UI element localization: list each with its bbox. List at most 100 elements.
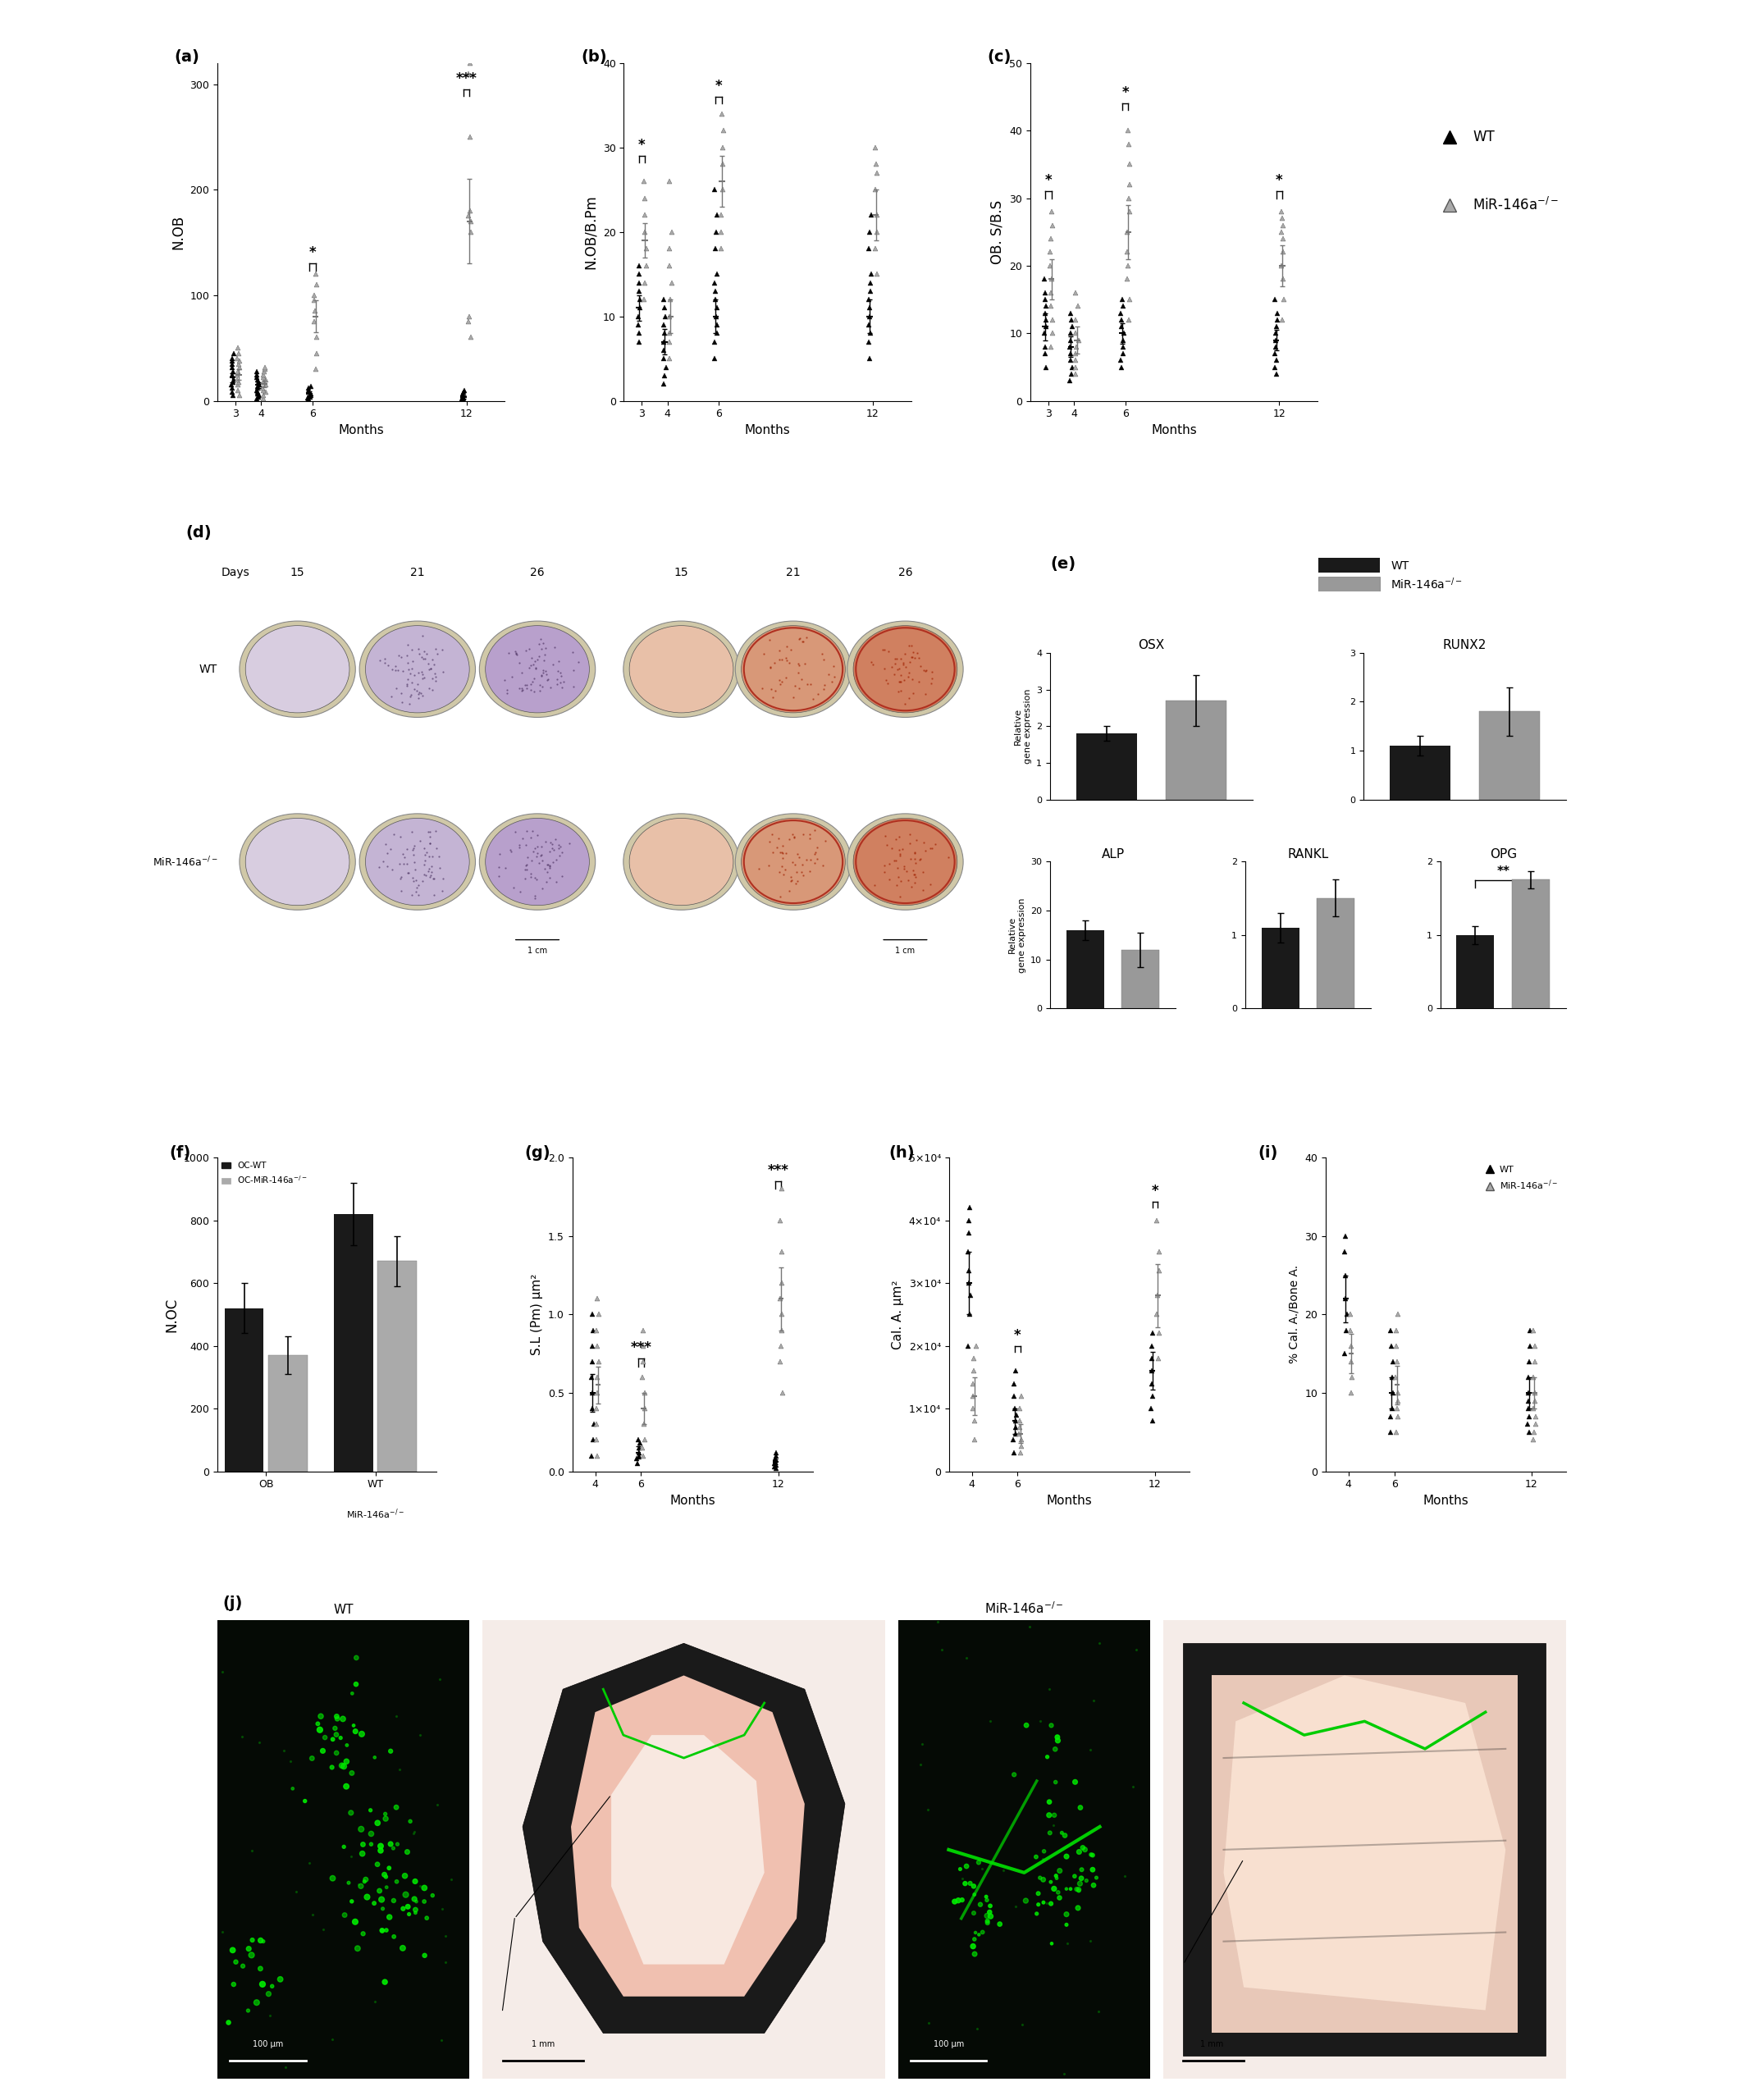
Polygon shape bbox=[611, 1735, 764, 1964]
Point bbox=[1190, 336, 1218, 370]
Point bbox=[560, 806, 588, 840]
Point bbox=[738, 970, 766, 1004]
Text: (a): (a) bbox=[174, 50, 200, 65]
Text: 15: 15 bbox=[291, 567, 304, 580]
X-axis label: Months: Months bbox=[1046, 1495, 1093, 1508]
X-axis label: Months: Months bbox=[1423, 1495, 1469, 1508]
Point bbox=[1284, 1325, 1312, 1359]
Bar bbox=[1077, 733, 1136, 800]
Ellipse shape bbox=[630, 819, 733, 905]
Ellipse shape bbox=[480, 622, 595, 718]
Point bbox=[1289, 470, 1317, 504]
Bar bbox=[224, 1308, 264, 1472]
Point bbox=[1590, 6, 1618, 40]
Text: MiR-146a$^{-/-}$: MiR-146a$^{-/-}$ bbox=[985, 1600, 1063, 1615]
Bar bbox=[1067, 930, 1105, 1008]
Text: ***: *** bbox=[456, 71, 477, 86]
X-axis label: Months: Months bbox=[745, 424, 790, 437]
Polygon shape bbox=[1211, 1676, 1517, 2033]
Y-axis label: S.L (Pm) μm²: S.L (Pm) μm² bbox=[531, 1275, 543, 1355]
Legend: OC-WT, OC-MiR-146a$^{-/-}$: OC-WT, OC-MiR-146a$^{-/-}$ bbox=[221, 1161, 308, 1186]
Ellipse shape bbox=[741, 626, 846, 712]
Ellipse shape bbox=[480, 813, 595, 909]
Point bbox=[826, 989, 854, 1023]
Point bbox=[1677, 19, 1705, 52]
Text: MiR-146a$^{-/-}$: MiR-146a$^{-/-}$ bbox=[346, 1508, 404, 1520]
Point bbox=[1730, 1371, 1740, 1405]
Y-axis label: OB. S/B.S: OB. S/B.S bbox=[990, 200, 1004, 265]
Bar bbox=[268, 1354, 308, 1472]
Ellipse shape bbox=[240, 813, 355, 909]
Point bbox=[1590, 206, 1618, 239]
Text: *: * bbox=[310, 246, 317, 260]
Ellipse shape bbox=[847, 813, 964, 909]
Polygon shape bbox=[571, 1676, 804, 1997]
Point bbox=[719, 830, 746, 863]
Y-axis label: Cal. A. μm²: Cal. A. μm² bbox=[893, 1279, 905, 1348]
Text: *: * bbox=[639, 139, 646, 153]
Point bbox=[1665, 38, 1693, 71]
Ellipse shape bbox=[736, 622, 851, 718]
Y-axis label: % Cal. A./Bone A.: % Cal. A./Bone A. bbox=[1289, 1264, 1300, 1363]
Point bbox=[1556, 210, 1583, 244]
Y-axis label: N.OB/B.Pm: N.OB/B.Pm bbox=[583, 195, 599, 269]
Bar bbox=[1122, 949, 1159, 1008]
Text: ***: *** bbox=[767, 1163, 788, 1178]
Point bbox=[720, 573, 748, 607]
Ellipse shape bbox=[847, 622, 964, 718]
Y-axis label: N.OC: N.OC bbox=[164, 1298, 179, 1331]
Point bbox=[1653, 512, 1681, 546]
Point bbox=[746, 582, 774, 615]
Text: MiR-146a$^{-/-}$: MiR-146a$^{-/-}$ bbox=[153, 855, 218, 869]
Ellipse shape bbox=[853, 626, 957, 712]
Ellipse shape bbox=[240, 622, 355, 718]
Ellipse shape bbox=[630, 626, 733, 712]
Point bbox=[1663, 55, 1691, 88]
Text: (e): (e) bbox=[1049, 557, 1075, 571]
Point bbox=[1550, 218, 1578, 252]
Text: 21: 21 bbox=[411, 567, 425, 580]
Bar bbox=[378, 1262, 416, 1472]
Text: 26: 26 bbox=[531, 567, 545, 580]
Ellipse shape bbox=[245, 819, 350, 905]
Title: RANKL: RANKL bbox=[1288, 848, 1329, 861]
Ellipse shape bbox=[485, 626, 590, 712]
Bar bbox=[334, 1214, 372, 1472]
Point bbox=[430, 1319, 458, 1352]
Point bbox=[1582, 403, 1610, 437]
Point bbox=[374, 498, 402, 531]
Point bbox=[1615, 65, 1643, 99]
Text: (h): (h) bbox=[889, 1144, 915, 1161]
Point bbox=[1375, 1470, 1402, 1504]
Point bbox=[686, 1138, 713, 1172]
Bar bbox=[1479, 712, 1540, 800]
Text: (d): (d) bbox=[186, 525, 212, 542]
Title: OSX: OSX bbox=[1138, 638, 1164, 651]
Point bbox=[1705, 697, 1733, 731]
Text: Days: Days bbox=[221, 567, 249, 580]
Text: 100 μm: 100 μm bbox=[252, 2041, 284, 2047]
X-axis label: Months: Months bbox=[1152, 424, 1197, 437]
Point bbox=[1690, 179, 1717, 212]
Title: ALP: ALP bbox=[1101, 848, 1124, 861]
Text: *: * bbox=[1152, 1184, 1159, 1199]
Ellipse shape bbox=[360, 622, 475, 718]
Text: ***: *** bbox=[630, 1340, 651, 1354]
Ellipse shape bbox=[853, 819, 957, 905]
Text: (b): (b) bbox=[581, 50, 607, 65]
Text: WT: WT bbox=[1390, 561, 1409, 571]
Ellipse shape bbox=[623, 622, 740, 718]
Bar bbox=[1319, 578, 1380, 592]
Point bbox=[1522, 48, 1550, 82]
Point bbox=[278, 586, 306, 620]
Text: (i): (i) bbox=[1258, 1144, 1279, 1161]
Text: *: * bbox=[1044, 174, 1051, 189]
Point bbox=[793, 1058, 821, 1092]
Point bbox=[1376, 8, 1404, 42]
Polygon shape bbox=[1223, 1676, 1505, 2010]
Title: OPG: OPG bbox=[1489, 848, 1517, 861]
Text: *: * bbox=[1014, 1327, 1021, 1342]
Polygon shape bbox=[522, 1644, 846, 2033]
Bar bbox=[1317, 899, 1355, 1008]
Point bbox=[1486, 342, 1514, 376]
